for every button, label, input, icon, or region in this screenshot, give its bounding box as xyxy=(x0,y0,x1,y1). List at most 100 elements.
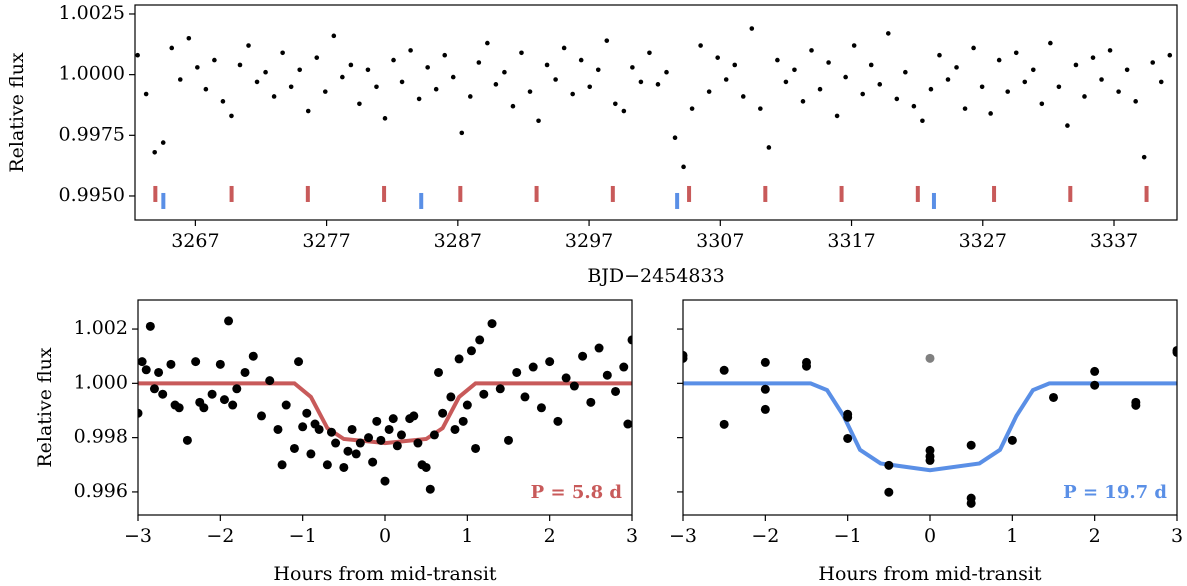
data-point xyxy=(471,443,481,453)
x-axis-label: Hours from mid-transit xyxy=(818,563,1042,585)
data-point xyxy=(570,91,575,97)
data-point xyxy=(429,430,439,440)
data-point xyxy=(257,411,266,421)
data-point xyxy=(396,430,406,440)
data-point xyxy=(433,86,439,92)
data-point xyxy=(382,116,388,121)
data-point xyxy=(732,62,738,68)
data-point xyxy=(246,43,251,48)
data-point xyxy=(314,55,320,60)
x-tick-label: −1 xyxy=(289,525,317,547)
data-point xyxy=(775,57,780,63)
data-point xyxy=(348,62,354,68)
data-point xyxy=(413,438,423,448)
data-point xyxy=(527,89,533,94)
data-point xyxy=(388,414,398,424)
data-point xyxy=(843,433,853,443)
x-tick-label: 0 xyxy=(924,525,936,547)
data-point xyxy=(462,400,472,410)
data-point xyxy=(1158,79,1164,85)
data-point xyxy=(425,65,430,70)
data-point xyxy=(1013,50,1019,56)
data-point xyxy=(203,86,209,92)
data-point xyxy=(298,422,308,432)
plot-area xyxy=(683,345,1177,508)
data-point xyxy=(1030,67,1036,73)
data-point xyxy=(954,65,959,70)
data-point xyxy=(925,455,935,465)
data-point xyxy=(760,384,770,394)
data-point xyxy=(604,38,610,43)
data-point xyxy=(322,460,332,470)
data-point xyxy=(586,397,596,407)
x-tick-label: 1 xyxy=(1006,525,1018,547)
data-point xyxy=(294,357,304,367)
data-point xyxy=(817,86,823,92)
data-point xyxy=(240,367,250,377)
data-point xyxy=(510,103,516,109)
data-point xyxy=(143,91,149,97)
x-tick-label: −2 xyxy=(206,525,234,547)
data-point xyxy=(288,84,294,90)
y-tick-label: 0.9975 xyxy=(59,123,125,145)
data-point xyxy=(169,45,175,51)
data-point xyxy=(760,404,770,414)
data-point xyxy=(374,84,379,90)
data-point xyxy=(1039,101,1045,107)
data-point xyxy=(719,419,729,429)
data-point xyxy=(706,89,712,94)
data-point xyxy=(365,67,371,73)
data-point xyxy=(619,362,629,372)
data-point xyxy=(630,65,635,70)
data-point xyxy=(920,118,925,124)
data-point xyxy=(1090,366,1100,376)
plot-area xyxy=(135,26,1173,209)
y-axis-label: Relative flux xyxy=(34,347,56,468)
x-tick-label: 2 xyxy=(1089,525,1101,547)
x-tick-label: 1 xyxy=(461,525,473,547)
data-point xyxy=(306,449,316,459)
data-point xyxy=(1056,84,1062,90)
data-point xyxy=(458,416,468,426)
data-point xyxy=(186,35,192,41)
data-point xyxy=(326,427,336,437)
data-point xyxy=(595,67,601,73)
data-point xyxy=(502,69,507,75)
data-point xyxy=(154,367,164,377)
data-point xyxy=(519,50,524,56)
data-point xyxy=(199,403,209,413)
data-point xyxy=(683,353,688,363)
data-point xyxy=(343,446,353,456)
data-point xyxy=(594,343,604,353)
x-tick-label: −3 xyxy=(124,525,152,547)
data-point xyxy=(138,408,143,418)
data-point xyxy=(305,108,311,114)
data-point xyxy=(1172,347,1177,357)
data-point xyxy=(487,319,497,329)
data-point xyxy=(520,392,530,402)
data-point xyxy=(611,386,621,396)
data-point xyxy=(868,62,874,68)
data-point xyxy=(578,351,588,361)
x-tick-label: 3337 xyxy=(1090,230,1138,252)
data-point xyxy=(792,67,797,73)
data-point xyxy=(1082,94,1087,99)
data-point xyxy=(749,26,755,31)
data-point xyxy=(141,365,151,375)
data-point xyxy=(1099,77,1104,82)
data-point xyxy=(1073,62,1079,68)
data-point xyxy=(802,361,811,371)
data-point xyxy=(485,40,490,46)
model-curve xyxy=(138,381,632,446)
data-point xyxy=(166,359,176,369)
period-annotation: P = 5.8 d xyxy=(531,482,623,503)
data-point xyxy=(182,435,192,445)
data-point xyxy=(339,462,349,472)
data-point xyxy=(174,403,184,413)
data-point xyxy=(719,365,729,375)
data-point xyxy=(446,392,456,402)
data-point xyxy=(536,403,546,413)
data-point xyxy=(237,62,243,68)
data-point xyxy=(1116,89,1121,94)
y-tick-label: 0.996 xyxy=(74,480,128,502)
